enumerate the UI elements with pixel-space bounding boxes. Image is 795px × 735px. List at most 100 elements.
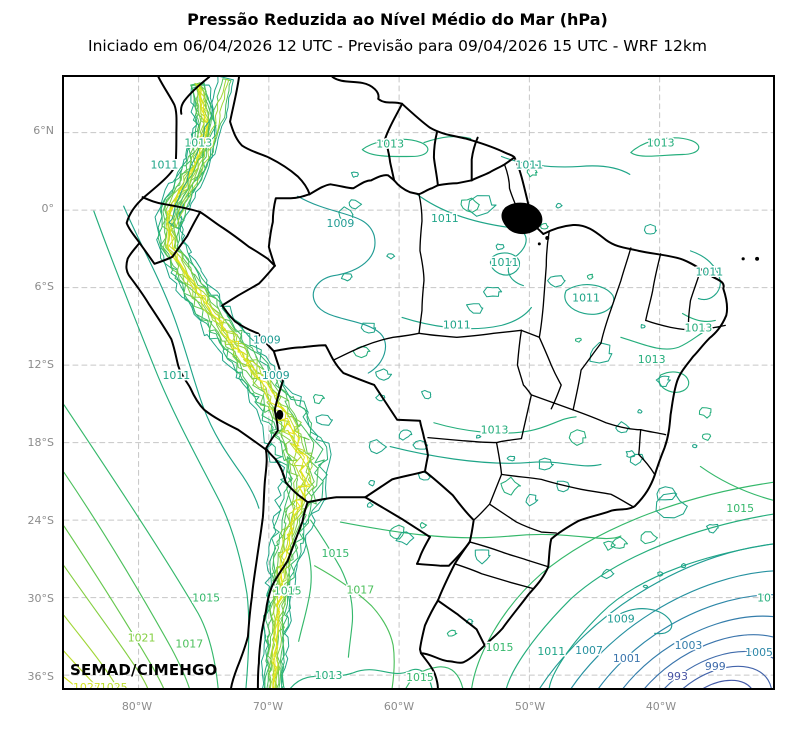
contour-label: 1013 — [685, 321, 713, 334]
andes-contour — [166, 85, 311, 688]
country-border — [436, 540, 471, 602]
state-border — [572, 342, 602, 411]
lat-tick-label: 36°S — [27, 670, 54, 683]
state-border — [645, 253, 662, 322]
country-border — [384, 102, 404, 182]
contour-line — [620, 326, 719, 350]
contour-blob — [375, 368, 393, 381]
contour-blob — [610, 536, 629, 549]
contour-line — [658, 665, 773, 688]
contour-blob — [506, 455, 516, 462]
state-border — [418, 193, 425, 334]
contour-blob — [386, 253, 396, 260]
country-border — [267, 193, 311, 267]
contour-line — [620, 608, 673, 635]
contour-line — [571, 594, 773, 688]
country-border — [393, 179, 439, 196]
contour-label: 1009 — [607, 612, 635, 625]
contour-label: 1007 — [575, 644, 603, 657]
lat-tick-label: 6°S — [34, 280, 54, 293]
contour-line — [64, 525, 165, 688]
contour-blob — [629, 453, 645, 466]
contour-line — [505, 513, 773, 688]
contour-label: 1003 — [675, 639, 703, 652]
contour-line — [548, 543, 773, 688]
islet — [545, 235, 550, 240]
contour-label: 1011 — [151, 158, 179, 171]
contour-line — [640, 650, 773, 688]
page-title: Pressão Reduzida ao Nível Médio do Mar (… — [187, 10, 608, 29]
contour-label: 1011 — [515, 158, 543, 171]
contour-blob — [637, 409, 643, 414]
contour-blob — [525, 493, 539, 507]
lon-tick-label: 40°W — [645, 700, 677, 713]
state-border — [500, 473, 635, 508]
contour-line — [123, 205, 260, 509]
contour-label: 1015 — [486, 641, 514, 654]
contour-blob — [500, 476, 522, 496]
andes-contour — [160, 83, 319, 688]
contour-label: 1009 — [327, 217, 355, 230]
contour-line — [64, 650, 99, 688]
contour-blob — [680, 562, 687, 569]
contour-blob — [474, 549, 491, 565]
contour-blob — [460, 197, 480, 213]
pressure-contour-map: 1013 1013 1011 1013 1011 1009 1011 1011 1011 1009… — [64, 77, 773, 688]
country-border — [470, 156, 516, 182]
page-subtitle: Iniciado em 06/04/2026 12 UTC - Previsão… — [88, 37, 707, 55]
contour-blob — [625, 450, 636, 458]
country-border — [416, 535, 431, 565]
contour-line — [423, 135, 472, 144]
contour-blob — [395, 531, 415, 546]
contour-label: 1013 — [376, 138, 404, 151]
contour-blob — [398, 429, 413, 441]
state-border — [503, 163, 519, 210]
contour-blob — [348, 199, 363, 210]
state-border — [427, 394, 533, 444]
state-border — [516, 329, 574, 411]
contour-line — [471, 481, 773, 688]
contour-line — [507, 542, 773, 688]
contour-blob — [657, 571, 664, 577]
contour-blob — [642, 584, 649, 589]
contour-line — [489, 252, 521, 276]
contour-line — [64, 614, 120, 688]
country-border — [229, 77, 311, 196]
contour-label: 1001 — [613, 652, 641, 665]
state-border — [520, 230, 550, 338]
andes-contour — [165, 83, 312, 688]
lat-tick-label: 30°S — [27, 592, 54, 605]
contour-blob — [475, 434, 482, 439]
contour-blob — [643, 223, 657, 235]
contour-blob — [360, 322, 377, 334]
contour-blob — [555, 202, 563, 209]
contour-line — [401, 306, 532, 330]
contour-label: 1013 — [315, 669, 343, 682]
state-border — [488, 503, 557, 534]
contour-blob — [338, 206, 354, 223]
contour-blob — [368, 480, 376, 487]
contour-label: 1017 — [346, 584, 374, 597]
contour-line — [93, 210, 250, 688]
country-border — [470, 136, 479, 182]
country-border — [221, 264, 276, 353]
country-border — [423, 470, 475, 543]
contour-blob — [539, 222, 549, 230]
contour-line — [361, 138, 429, 158]
state-border — [638, 429, 656, 476]
contour-label: 1015 — [406, 671, 434, 684]
contour-blob — [389, 524, 405, 540]
contour-label: 999 — [705, 660, 726, 673]
andes-contour — [161, 85, 315, 688]
contour-line — [699, 465, 773, 501]
contour-label: 1011 — [572, 292, 600, 305]
contour-label: 1025 — [100, 681, 128, 688]
contour-blob — [446, 629, 458, 637]
state-border — [469, 541, 549, 568]
state-border — [332, 332, 420, 361]
state-border — [572, 409, 667, 436]
contour-label: 1013 — [481, 424, 509, 437]
contour-line — [500, 155, 631, 175]
contour-blob — [495, 243, 505, 251]
lat-tick-label: 0° — [41, 202, 55, 215]
